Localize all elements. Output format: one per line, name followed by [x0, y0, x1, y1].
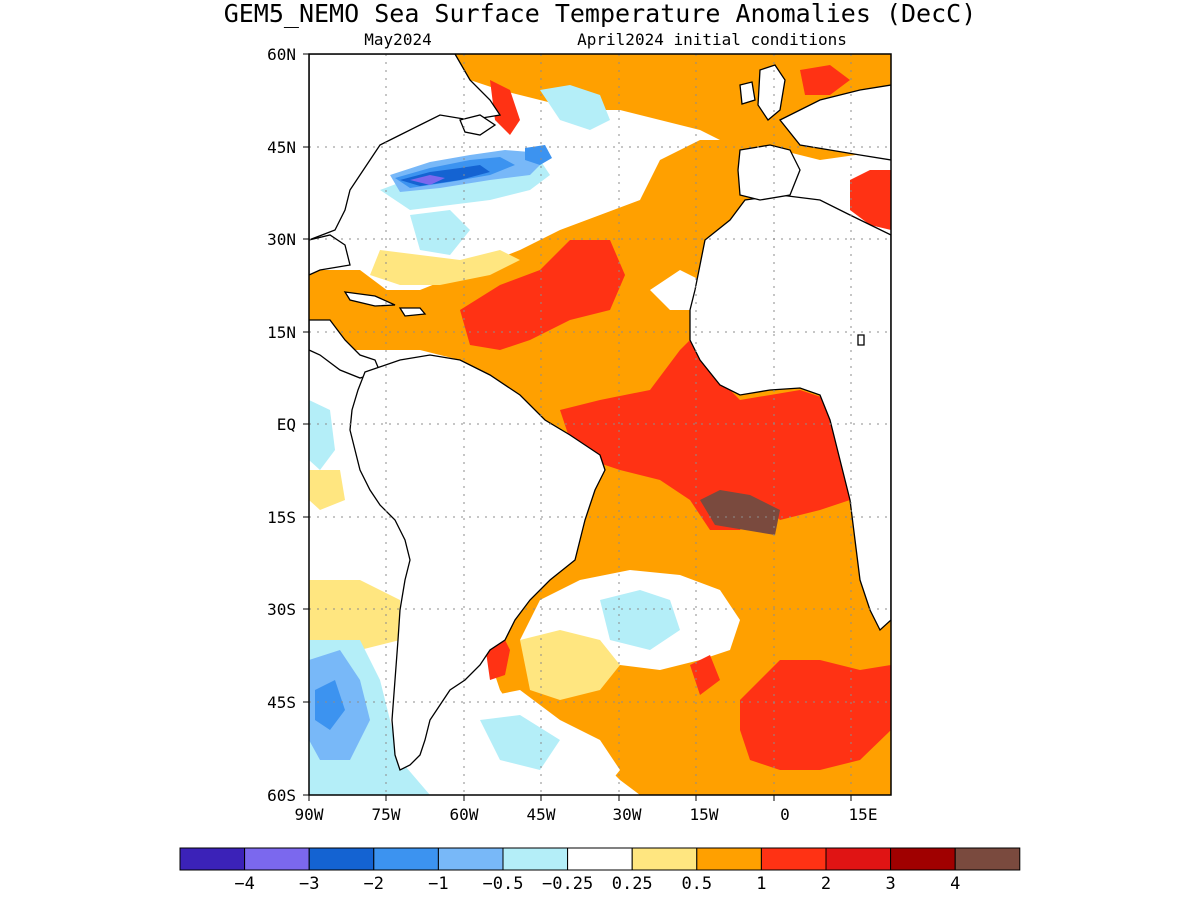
lon-label: 90W: [295, 805, 324, 824]
landmasses: [309, 54, 891, 771]
colorbar-label: 1: [756, 874, 766, 894]
colorbar-swatch: [954, 847, 1021, 871]
initial-conditions: April2024 initial conditions: [577, 30, 847, 49]
land-central-america: [309, 234, 351, 276]
anomaly-lightblue-north: [540, 85, 610, 130]
lat-label: 60N: [267, 45, 296, 64]
colorbar-label: −0.5: [483, 874, 524, 894]
lon-label: 45W: [527, 805, 556, 824]
forecast-month: May2024: [364, 30, 431, 49]
lat-label: EQ: [277, 415, 296, 434]
land-africa: [689, 194, 891, 632]
anomaly-lightblue-nwatl2: [410, 210, 470, 255]
land-iberia: [737, 144, 801, 201]
lon-label: 60W: [450, 805, 479, 824]
colorbar-swatch: [373, 847, 439, 871]
lat-label: 45N: [267, 138, 296, 157]
tick-marks: [303, 53, 852, 801]
anomaly-lightblue-wcoast: [309, 400, 335, 470]
colorbar-label: 0.5: [681, 874, 712, 894]
anomaly-brown-gulf: [700, 490, 780, 535]
land-newfoundland: [459, 114, 497, 136]
colorbar-swatch: [760, 847, 827, 871]
colorbar-swatch: [244, 847, 310, 871]
lat-label: 45S: [267, 693, 296, 712]
anomaly-yellow-wcoast: [309, 470, 345, 510]
lon-label: 0: [780, 805, 790, 824]
lat-label: 15S: [267, 508, 296, 527]
anomaly-lightblue-south2: [480, 715, 560, 770]
land-cuba: [343, 291, 396, 307]
colorbar-label: −2: [364, 874, 384, 894]
colorbar-label: −3: [299, 874, 319, 894]
land-north-america: [309, 54, 502, 241]
lon-label: 15W: [690, 805, 719, 824]
land-hispaniola: [398, 307, 427, 317]
colorbar-swatch: [890, 847, 956, 871]
map-area: [309, 54, 891, 795]
anomaly-red-south-small: [690, 655, 720, 695]
colorbar-label: 2: [821, 874, 831, 894]
anomaly-yellow-swpac: [309, 580, 400, 650]
anomaly-lightblue-south: [600, 590, 680, 650]
lon-labels: 90W 75W 60W 45W 30W 15W 0 15E: [295, 805, 878, 824]
lon-label: 15E: [849, 805, 878, 824]
figure-title: GEM5_NEMO Sea Surface Temperature Anomal…: [224, 0, 977, 28]
lat-labels: 60N 45N 30N 15N EQ 15S 30S 45S 60S: [267, 45, 296, 805]
land-south-america: [349, 354, 606, 771]
map-gridlines: [309, 54, 891, 795]
lat-label: 15N: [267, 323, 296, 342]
colorbar-label: −1: [428, 874, 448, 894]
anomaly-red-ntrop: [460, 240, 625, 350]
land-britain: [757, 64, 786, 121]
anomaly-red-gulf: [560, 330, 850, 530]
colorbar-swatch: [631, 847, 698, 871]
land-ireland: [739, 81, 756, 105]
colorbar-label: −4: [234, 874, 254, 894]
colorbar-swatch: [825, 847, 892, 871]
anomaly-blue-eddy: [525, 145, 552, 165]
colorbar-swatch: [696, 847, 762, 871]
colorbar-swatch: [502, 847, 569, 871]
anomaly-red-med: [850, 170, 891, 230]
lon-label: 30W: [613, 805, 642, 824]
colorbar: −4 −3 −2 −1 −0.5 −0.25 0.25 0.5 1 2 3 4: [179, 847, 1021, 894]
anomaly-white-cvm: [650, 270, 700, 310]
anomaly-orange-carib: [309, 270, 470, 350]
anomaly-blue-swpac2: [315, 680, 345, 730]
colorbar-swatch: [308, 847, 375, 871]
anomaly-red-europe: [800, 65, 850, 95]
anomaly-yellow-south: [520, 630, 620, 700]
land-island-east: [857, 334, 865, 346]
anomaly-red-nw: [490, 80, 520, 135]
colorbar-label: 3: [885, 874, 895, 894]
lon-label: 75W: [372, 805, 401, 824]
colorbar-label: 4: [950, 874, 960, 894]
anomaly-yellow-ntrop: [370, 250, 520, 285]
colorbar-swatch: [179, 847, 246, 871]
lat-label: 30N: [267, 230, 296, 249]
lat-label: 30S: [267, 600, 296, 619]
colorbar-swatch: [437, 847, 504, 871]
lat-label: 60S: [267, 786, 296, 805]
colorbar-label: −0.25: [542, 874, 593, 894]
colorbar-label: 0.25: [612, 874, 653, 894]
land-europe: [778, 84, 891, 161]
anomaly-red-southeast: [740, 660, 891, 770]
colorbar-swatch: [567, 847, 633, 871]
anomaly-purple-nwatl: [410, 175, 445, 185]
